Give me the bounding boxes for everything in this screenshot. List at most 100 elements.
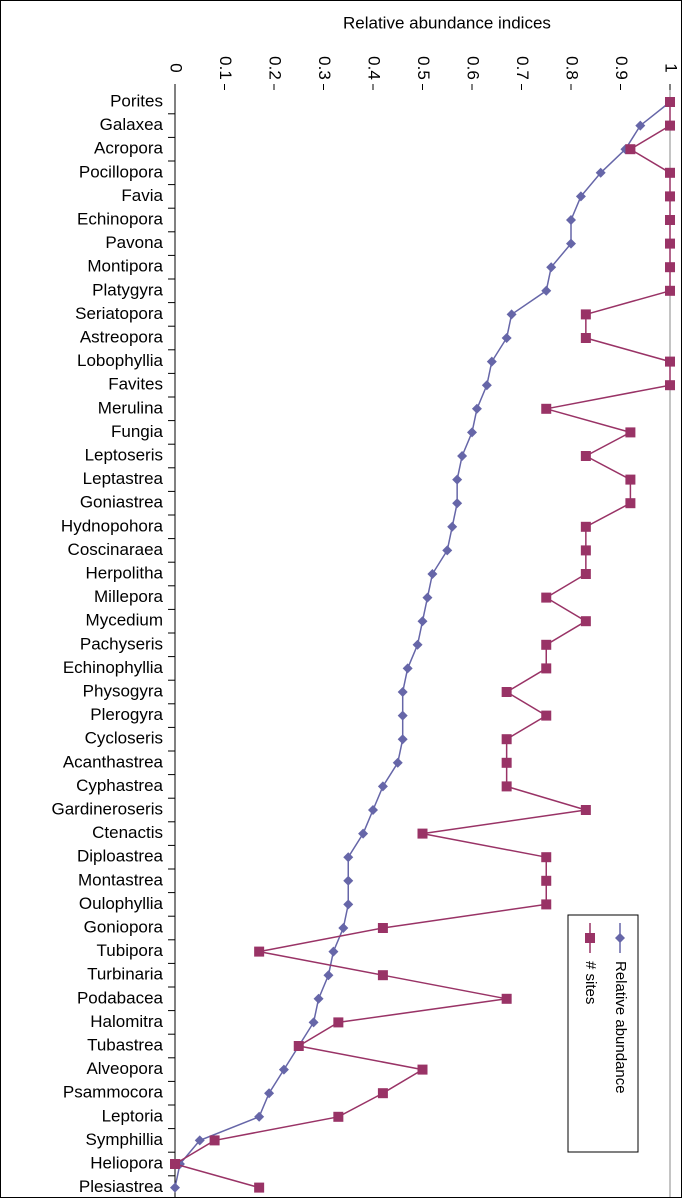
point: [447, 521, 458, 532]
point: [397, 687, 408, 697]
y-tick-label: Echinopora: [77, 209, 164, 228]
point: [580, 569, 591, 579]
point: [541, 899, 552, 910]
point: [541, 875, 552, 886]
point: [392, 757, 403, 768]
point: [506, 309, 517, 320]
point: [665, 120, 675, 131]
y-tick-label: Symphillia: [86, 1130, 164, 1149]
y-tick-label: Pocillopora: [79, 162, 164, 181]
point: [170, 1182, 180, 1193]
y-tick-label: Montipora: [87, 257, 163, 276]
y-tick-label: Cyphastrea: [76, 776, 163, 795]
point: [486, 356, 497, 367]
point: [328, 946, 339, 957]
point: [625, 474, 636, 485]
x-tick-label: 0.7: [513, 56, 532, 80]
y-tick-label: Leptoseris: [85, 445, 163, 464]
y-tick-label: Fungia: [111, 422, 164, 441]
point: [278, 1064, 289, 1075]
point: [665, 215, 675, 225]
point: [665, 285, 675, 296]
legend-label: Relative abundance: [612, 961, 629, 1094]
y-tick-label: Favia: [121, 186, 163, 205]
point: [323, 970, 334, 981]
y-tick-label: Ctenactis: [92, 823, 163, 842]
point: [665, 167, 675, 178]
point: [541, 663, 552, 674]
point: [501, 993, 512, 1004]
point: [358, 828, 369, 839]
x-tick-label: 0.3: [315, 56, 334, 80]
y-tick-label: Tubipora: [97, 941, 164, 960]
point: [333, 1111, 344, 1122]
point: [417, 1064, 428, 1075]
point: [665, 380, 675, 391]
x-tick-label: 0: [167, 63, 186, 72]
point: [209, 1135, 220, 1146]
y-tick-label: Favites: [108, 375, 163, 394]
point: [580, 805, 591, 815]
y-tick-label: Lobophyllia: [77, 351, 164, 370]
y-tick-label: Plerogyra: [90, 705, 163, 724]
point: [254, 1111, 265, 1122]
y-tick-label: Turbinaria: [87, 965, 163, 984]
y-tick-label: Hydnopohora: [61, 516, 164, 535]
legend: Relative abundance # sites: [567, 914, 639, 1153]
y-tick-label: Halomitra: [90, 1012, 163, 1031]
point: [665, 97, 675, 107]
point: [625, 144, 636, 155]
point: [417, 616, 428, 627]
point: [457, 451, 468, 461]
point: [293, 1041, 304, 1051]
point: [580, 545, 591, 556]
point: [397, 710, 408, 721]
y-tick-label: Heliopora: [90, 1153, 163, 1172]
y-tick-label: Echinophyllia: [63, 658, 164, 677]
y-tick-label: Gardineroseris: [52, 799, 164, 818]
legend-marker: [585, 933, 595, 943]
point: [566, 238, 576, 249]
point: [377, 781, 388, 792]
point: [194, 1135, 205, 1146]
point: [308, 1017, 319, 1028]
y-tick-label: Diploastrea: [77, 847, 164, 866]
y-tick-label: Leptoria: [102, 1106, 164, 1125]
point: [471, 403, 482, 414]
point: [343, 899, 354, 910]
point: [580, 521, 591, 532]
point: [541, 403, 552, 414]
y-tick-label: Acanthastrea: [63, 752, 164, 771]
point: [417, 828, 428, 839]
point: [427, 569, 438, 579]
point: [170, 1159, 180, 1169]
point: [397, 734, 408, 745]
point: [541, 852, 552, 863]
point: [338, 923, 349, 933]
point: [595, 167, 606, 178]
point: [665, 238, 675, 249]
y-tick-label: Astreopora: [80, 327, 164, 346]
point: [333, 1017, 344, 1028]
y-tick-label: Tubastrea: [87, 1035, 163, 1054]
legend-label: # sites: [582, 961, 599, 1004]
y-tick-label: Acropora: [94, 139, 164, 158]
point: [343, 875, 354, 886]
point: [452, 474, 463, 485]
x-tick-label: 0.4: [365, 56, 384, 80]
point: [313, 993, 324, 1004]
x-tick-label: 0.1: [216, 56, 235, 80]
point: [501, 734, 512, 745]
point: [501, 757, 512, 768]
axis-title: Relative abundance indices: [343, 13, 551, 32]
y-tick-label: Plesiastrea: [79, 1177, 164, 1196]
point: [580, 451, 591, 461]
point: [343, 852, 354, 863]
y-tick-label: Mycedium: [86, 611, 163, 630]
point: [625, 498, 636, 509]
point: [377, 970, 388, 981]
x-tick-label: 0.2: [266, 56, 285, 80]
y-tick-label: Platygyra: [92, 280, 163, 299]
point: [377, 923, 388, 933]
y-tick-label: Galaxea: [100, 115, 164, 134]
